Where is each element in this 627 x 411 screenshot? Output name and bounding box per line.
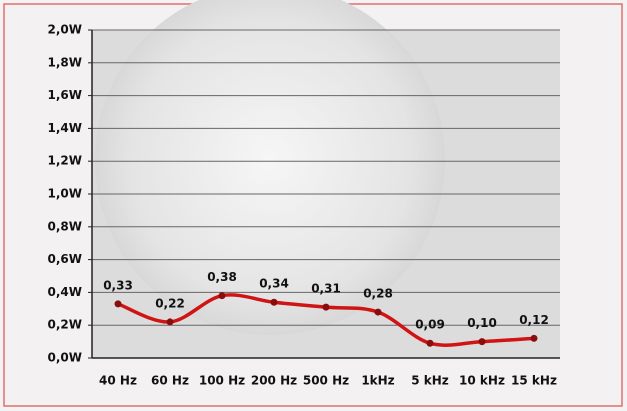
- y-tick-label: 0,8W: [48, 219, 83, 233]
- y-tick-label: 0,4W: [48, 285, 83, 299]
- value-label: 0,09: [415, 318, 445, 332]
- point: [479, 338, 486, 345]
- value-label: 0,28: [363, 287, 393, 301]
- y-tick-label: 0,6W: [48, 252, 83, 266]
- chart: 0,0W 0,2W 0,4W 0,6W 0,8W 1,0W 1,2W 1,4W 1,6W 1,8W…: [0, 0, 627, 411]
- value-label: 0,38: [207, 270, 237, 284]
- y-tick-label: 1,2W: [48, 154, 83, 168]
- y-tick-label: 0,0W: [48, 351, 83, 365]
- value-label: 0,10: [467, 316, 497, 330]
- point: [531, 335, 538, 342]
- x-tick-label: 100 Hz: [199, 374, 245, 388]
- point: [323, 304, 330, 311]
- x-tick-label: 1kHz: [361, 374, 394, 388]
- x-tick-label: 10 kHz: [459, 374, 505, 388]
- point: [375, 309, 382, 316]
- x-tick-label: 40 Hz: [99, 374, 137, 388]
- y-tick-label: 0,2W: [48, 318, 83, 332]
- y-tick-label: 1,0W: [48, 187, 83, 201]
- value-label: 0,31: [311, 282, 341, 296]
- point: [219, 292, 226, 299]
- point: [167, 318, 174, 325]
- point: [427, 340, 434, 347]
- value-label: 0,12: [519, 313, 549, 327]
- x-tick-label: 200 Hz: [251, 374, 297, 388]
- x-tick-label: 5 kHz: [411, 374, 449, 388]
- y-tick-label: 1,4W: [48, 121, 83, 135]
- y-tick-label: 1,8W: [48, 55, 83, 69]
- x-tick-label: 500 Hz: [303, 374, 349, 388]
- y-tick-label: 1,6W: [48, 88, 83, 102]
- x-tick-label: 60 Hz: [151, 374, 189, 388]
- point: [271, 299, 278, 306]
- x-tick-label: 15 kHz: [511, 374, 557, 388]
- y-tick-label: 2,0W: [48, 23, 83, 37]
- value-label: 0,22: [155, 296, 185, 310]
- value-label: 0,33: [103, 278, 133, 292]
- value-label: 0,34: [259, 277, 289, 291]
- point: [115, 300, 122, 307]
